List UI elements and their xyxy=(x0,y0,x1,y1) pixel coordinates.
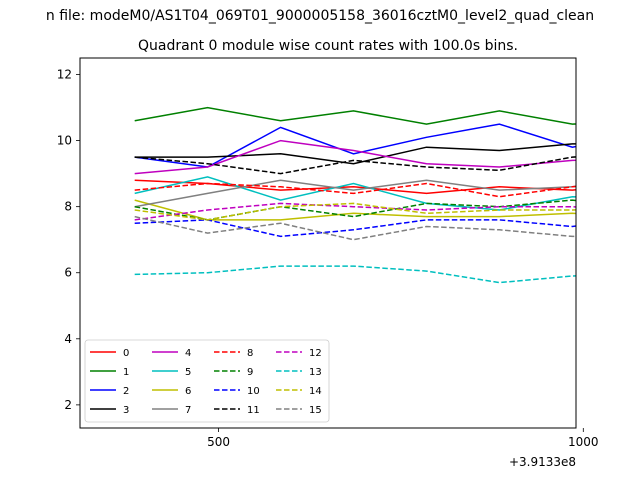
y-tick-label: 4 xyxy=(64,332,72,346)
x-tick-label: 1000 xyxy=(568,435,599,449)
legend-label-13: 13 xyxy=(309,367,322,378)
series-line-9 xyxy=(134,199,576,221)
legend-label-1: 1 xyxy=(123,367,129,378)
x-tick-label: 500 xyxy=(207,435,230,449)
series-line-11 xyxy=(134,156,576,175)
legend-label-6: 6 xyxy=(185,386,191,397)
y-tick-label: 6 xyxy=(64,266,72,280)
y-tick-label: 2 xyxy=(64,398,72,412)
series-line-0 xyxy=(134,179,576,195)
series-line-8 xyxy=(134,182,576,198)
legend-box xyxy=(84,339,330,423)
legend-label-8: 8 xyxy=(247,348,253,359)
legend-label-4: 4 xyxy=(185,348,191,359)
series-line-1 xyxy=(134,106,576,125)
series-layer xyxy=(134,106,576,284)
series-line-13 xyxy=(134,265,576,284)
y-tick-label: 12 xyxy=(57,68,72,82)
series-line-14 xyxy=(134,202,576,221)
legend-label-15: 15 xyxy=(309,405,322,416)
y-axis: 2 4 6 8 10 12 xyxy=(57,68,80,412)
legend-label-7: 7 xyxy=(185,405,191,416)
legend-label-11: 11 xyxy=(247,405,260,416)
legend-label-10: 10 xyxy=(247,386,260,397)
plot-frame xyxy=(79,57,577,429)
chart-title: Quadrant 0 module wise count rates with … xyxy=(138,38,518,54)
x-axis-offset-label: +3.9133e8 xyxy=(509,455,576,469)
series-line-10 xyxy=(134,219,576,238)
legend-label-2: 2 xyxy=(123,386,129,397)
legend-label-14: 14 xyxy=(309,386,322,397)
y-tick-label: 10 xyxy=(57,134,72,148)
legend-label-9: 9 xyxy=(247,367,253,378)
series-line-4 xyxy=(134,139,576,175)
chart-suptitle: n file: modeM0/AS1T04_069T01_9000005158_… xyxy=(46,8,594,24)
series-line-7 xyxy=(134,179,576,208)
legend-label-0: 0 xyxy=(123,348,129,359)
legend-label-12: 12 xyxy=(309,348,322,359)
x-axis: 50010001500200025003000 xyxy=(207,428,599,449)
series-line-12 xyxy=(134,202,576,221)
series-line-6 xyxy=(134,199,576,221)
legend-label-5: 5 xyxy=(185,367,191,378)
series-line-2 xyxy=(134,123,576,168)
legend-label-3: 3 xyxy=(123,405,129,416)
series-line-3 xyxy=(134,143,576,165)
y-tick-label: 8 xyxy=(64,200,72,214)
